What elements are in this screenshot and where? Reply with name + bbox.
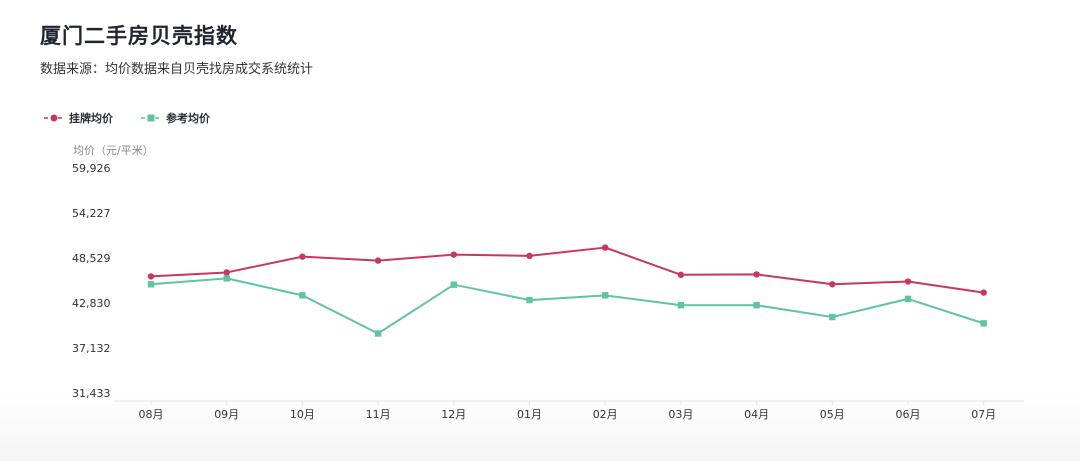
legend-line-circle-icon bbox=[44, 114, 64, 122]
data-point-listing bbox=[904, 278, 912, 285]
x-tick-label: 07月 bbox=[971, 408, 996, 421]
x-tick-label: 05月 bbox=[820, 408, 845, 421]
y-tick-label: 31,433 bbox=[72, 387, 111, 400]
x-tick-label: 03月 bbox=[668, 408, 693, 421]
data-point-reference bbox=[450, 281, 457, 288]
data-point-reference bbox=[602, 292, 609, 299]
x-tick-label: 02月 bbox=[593, 408, 618, 421]
y-tick-label: 37,132 bbox=[72, 342, 111, 355]
data-point-reference bbox=[223, 275, 230, 282]
data-point-listing bbox=[602, 244, 609, 251]
data-point-reference bbox=[299, 292, 306, 299]
data-point-listing bbox=[829, 281, 836, 288]
data-point-reference bbox=[904, 295, 912, 303]
y-tick-label: 48,529 bbox=[72, 252, 111, 265]
y-tick-label: 59,926 bbox=[72, 162, 111, 175]
page-subtitle: 数据来源：均价数据来自贝壳找房成交系统统计 bbox=[40, 62, 314, 77]
data-point-listing bbox=[526, 252, 533, 260]
x-tick-label: 08月 bbox=[139, 408, 164, 421]
data-point-reference bbox=[829, 313, 836, 321]
data-point-reference bbox=[526, 296, 533, 304]
legend-label-reference: 参考均价 bbox=[166, 112, 210, 125]
legend-line-square-icon bbox=[141, 114, 161, 122]
legend-item-reference[interactable]: 参考均价 bbox=[141, 110, 210, 126]
x-tick-label: 12月 bbox=[441, 408, 466, 421]
data-point-listing bbox=[374, 257, 382, 264]
page-title: 厦门二手房贝壳指数 bbox=[40, 24, 238, 48]
data-point-reference bbox=[753, 302, 760, 309]
data-point-reference bbox=[677, 302, 685, 309]
data-point-listing bbox=[753, 271, 760, 278]
background-fade bbox=[0, 391, 1080, 461]
data-point-listing bbox=[299, 253, 306, 260]
series-line-listing bbox=[150, 246, 984, 294]
chart-legend: 挂牌均价 参考均价 bbox=[44, 110, 210, 126]
y-tick-label: 42,830 bbox=[72, 297, 111, 310]
data-point-listing bbox=[980, 289, 987, 296]
data-point-reference bbox=[980, 320, 987, 327]
data-point-reference bbox=[374, 330, 382, 337]
series-line-reference bbox=[150, 277, 985, 335]
data-point-reference bbox=[147, 281, 155, 288]
data-point-listing bbox=[677, 271, 685, 279]
legend-item-listing[interactable]: 挂牌均价 bbox=[44, 110, 113, 126]
x-tick-label: 09月 bbox=[214, 408, 239, 421]
x-tick-label: 06月 bbox=[896, 408, 921, 421]
x-tick-label: 11月 bbox=[366, 408, 391, 421]
y-tick-label: 54,227 bbox=[72, 207, 111, 220]
data-point-listing bbox=[450, 251, 457, 258]
x-tick-label: 10月 bbox=[290, 408, 315, 421]
data-point-listing bbox=[147, 273, 155, 280]
x-tick-label: 04月 bbox=[744, 408, 769, 421]
y-axis-label: 均价（元/平米） bbox=[73, 144, 154, 157]
data-point-listing bbox=[223, 269, 230, 276]
x-tick-label: 01月 bbox=[517, 408, 542, 421]
legend-label-listing: 挂牌均价 bbox=[69, 112, 113, 125]
